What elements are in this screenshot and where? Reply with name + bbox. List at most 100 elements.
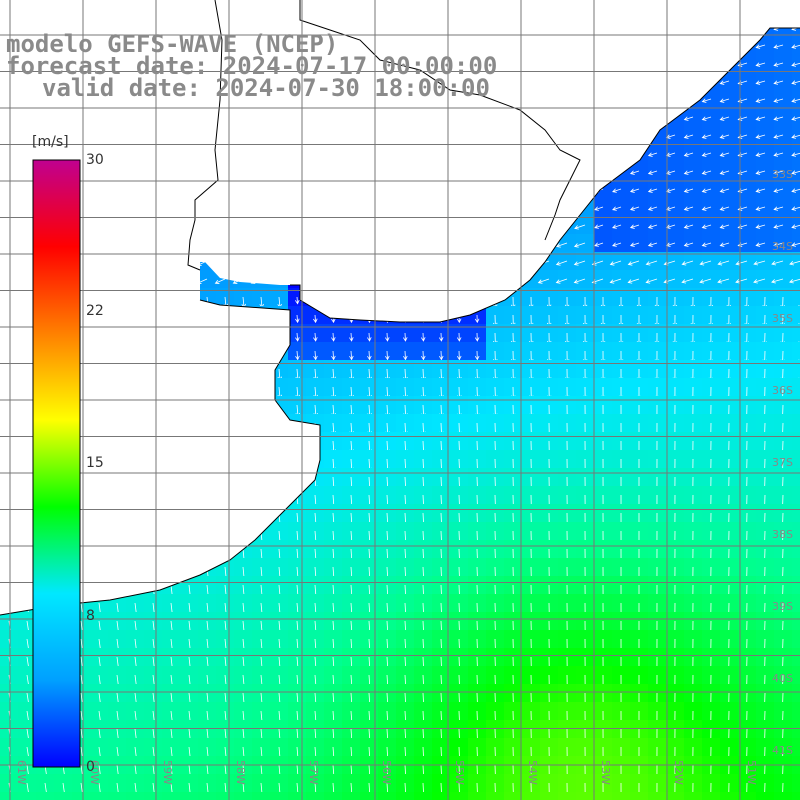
- wind-cell: [792, 306, 800, 324]
- wind-cell: [792, 180, 800, 198]
- longitude-label: 55W: [453, 760, 466, 785]
- wind-arrow: [773, 44, 784, 49]
- wind-cell: [180, 792, 198, 800]
- longitude-label: 61W: [15, 760, 28, 785]
- wind-arrow: [701, 98, 712, 103]
- latitude-label: 40S: [772, 672, 793, 685]
- wind-arrow: [701, 188, 712, 193]
- wind-cell: [792, 558, 800, 576]
- wind-arrow: [755, 80, 766, 85]
- latitude-label: 36S: [772, 384, 793, 397]
- wind-arrow: [773, 242, 784, 247]
- wind-arrow: [719, 188, 730, 193]
- wind-cell: [792, 162, 800, 180]
- wind-arrow: [573, 260, 586, 266]
- wind-arrow: [755, 242, 766, 247]
- wind-cell: [792, 252, 800, 270]
- wind-cell: [252, 792, 270, 800]
- wind-cell: [792, 342, 800, 360]
- wind-cell: [18, 792, 36, 800]
- wind-arrow: [629, 188, 640, 193]
- longitude-label: 54W: [526, 760, 539, 785]
- wind-cell: [792, 198, 800, 216]
- wind-arrow: [647, 224, 658, 229]
- wind-cell: [504, 792, 522, 800]
- wind-cell: [198, 792, 216, 800]
- wind-arrow: [773, 206, 784, 211]
- wind-cell: [792, 774, 800, 792]
- wind-arrow: [789, 260, 800, 266]
- wind-arrow: [647, 206, 658, 211]
- wind-arrow: [755, 152, 766, 157]
- wind-cell: [36, 792, 54, 800]
- wind-arrow: [755, 188, 766, 193]
- wind-cell: [792, 54, 800, 72]
- wind-cell: [306, 792, 324, 800]
- wind-arrow: [403, 332, 408, 342]
- wind-arrow: [701, 170, 712, 175]
- wind-arrow: [683, 188, 694, 193]
- wind-arrow: [295, 332, 300, 342]
- wind-cell: [648, 792, 666, 800]
- longitude-label: 59W: [161, 760, 174, 785]
- wind-cell: [486, 792, 504, 800]
- latitude-label: 37S: [772, 456, 793, 469]
- wind-arrow: [629, 170, 640, 175]
- wind-arrow: [313, 314, 318, 324]
- wind-cell: [558, 792, 576, 800]
- wind-arrow: [629, 224, 640, 229]
- wind-arrow: [755, 116, 766, 121]
- wind-cell: [792, 396, 800, 414]
- longitude-label: 56W: [380, 760, 393, 785]
- wind-arrow: [214, 278, 226, 284]
- wind-arrow: [773, 188, 784, 193]
- wind-cell: [792, 630, 800, 648]
- wind-cell: [450, 792, 468, 800]
- wind-cell: [468, 792, 486, 800]
- wind-arrow: [456, 350, 462, 361]
- longitude-label: 58W: [234, 760, 247, 785]
- wind-arrow: [681, 260, 694, 266]
- wind-cell: [792, 522, 800, 540]
- wind-cell: [792, 108, 800, 126]
- wind-arrow: [773, 62, 784, 67]
- wind-arrow: [609, 260, 622, 266]
- wind-cell: [162, 792, 180, 800]
- wind-cell: [792, 504, 800, 522]
- latitude-label: 39S: [772, 600, 793, 613]
- wind-arrow: [683, 116, 694, 121]
- wind-cell: [756, 792, 774, 800]
- colorbar: [32, 159, 81, 768]
- wind-cell: [792, 90, 800, 108]
- wind-cell: [432, 792, 450, 800]
- wind-cell: [792, 126, 800, 144]
- wind-arrow: [771, 278, 784, 284]
- wind-arrow: [403, 350, 408, 361]
- wind-arrow: [771, 260, 784, 266]
- wind-cell: [72, 792, 90, 800]
- wind-arrow: [438, 350, 444, 361]
- wind-cell: [414, 792, 432, 800]
- wind-cell: [108, 792, 126, 800]
- wind-cell: [792, 684, 800, 702]
- wind-arrow: [755, 206, 766, 211]
- wind-arrow: [537, 278, 550, 284]
- wind-arrow: [367, 332, 372, 342]
- wind-cell: [576, 792, 594, 800]
- wind-cell: [144, 792, 162, 800]
- wind-arrow: [683, 152, 694, 157]
- wind-cell: [738, 792, 756, 800]
- longitude-label: 53W: [599, 760, 612, 785]
- latitude-label: 33S: [772, 168, 793, 181]
- wind-cell: [774, 792, 792, 800]
- wind-cell: [90, 792, 108, 800]
- wind-arrow: [683, 206, 694, 211]
- wind-arrow: [647, 188, 658, 193]
- longitude-label: 51W: [745, 760, 758, 785]
- wind-cell: [792, 702, 800, 720]
- wind-arrow: [555, 242, 568, 248]
- wind-arrow: [717, 278, 730, 284]
- wind-arrow: [349, 332, 354, 342]
- wind-cell: [792, 468, 800, 486]
